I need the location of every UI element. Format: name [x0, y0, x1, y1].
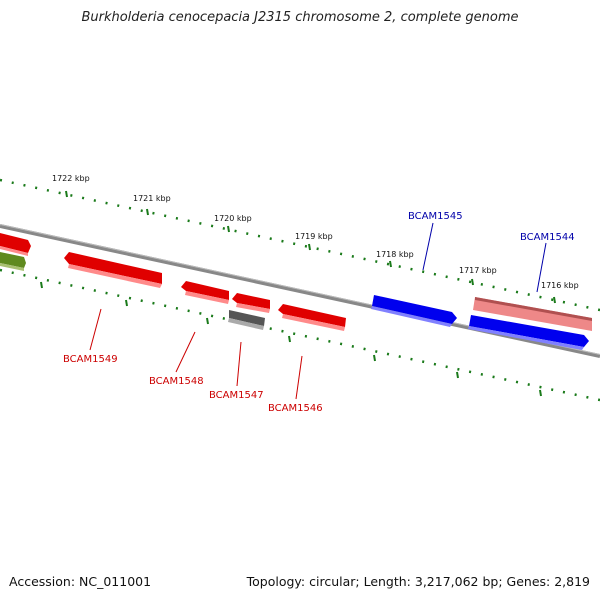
scale-label: 1718 kbp	[376, 250, 414, 259]
major-tick	[146, 208, 149, 216]
major-tick	[227, 225, 230, 233]
genome-summary-text: Topology: circular; Length: 3,217,062 bp…	[246, 574, 590, 589]
major-tick	[288, 335, 291, 343]
gene-arrow-bcam1544[interactable]	[468, 315, 589, 350]
major-tick	[308, 243, 311, 251]
feature-edge-green[interactable]	[0, 252, 26, 271]
gene-arrow-bcam1549[interactable]	[64, 252, 162, 288]
major-tick	[553, 296, 556, 304]
gene-label[interactable]: BCAM1546	[268, 403, 323, 414]
label-leader	[295, 355, 303, 400]
major-tick	[456, 371, 459, 379]
major-tick	[125, 299, 128, 307]
label-leader	[536, 242, 547, 293]
gene-arrow-bcam1547[interactable]	[232, 293, 270, 313]
scale-label: 1720 kbp	[214, 214, 252, 223]
accession-text: Accession: NC_011001	[9, 574, 152, 589]
scale-label: 1716 kbp	[541, 281, 579, 290]
major-ticks	[40, 190, 556, 397]
label-leader	[175, 331, 196, 373]
major-tick	[539, 389, 542, 397]
gene-label[interactable]: BCAM1549	[63, 354, 118, 365]
label-leader	[422, 222, 434, 271]
scale-label: 1722 kbp	[52, 174, 90, 183]
gene-label[interactable]: BCAM1548	[149, 376, 204, 387]
map-title: Burkholderia cenocepacia J2315 chromosom…	[81, 10, 519, 25]
scale-label: 1721 kbp	[133, 194, 171, 203]
major-tick	[206, 317, 209, 325]
gene-arrow-bcam1548[interactable]	[181, 281, 229, 304]
scale-label: 1719 kbp	[295, 232, 333, 241]
gene-label[interactable]: BCAM1547	[209, 390, 264, 401]
scale-label: 1717 kbp	[459, 266, 497, 275]
feature-rrna-like[interactable]	[473, 297, 592, 331]
gene-arrow-pseudo[interactable]	[228, 310, 265, 330]
gene-label[interactable]: BCAM1545	[408, 211, 463, 222]
major-tick	[65, 190, 68, 198]
label-leader	[89, 308, 102, 351]
label-leader	[236, 341, 242, 387]
major-tick	[373, 354, 376, 362]
feature-edge-red[interactable]	[0, 233, 31, 256]
major-tick	[389, 260, 392, 268]
gene-label[interactable]: BCAM1544	[520, 232, 575, 243]
gene-arrow-bcam1546[interactable]	[278, 304, 346, 331]
major-tick	[471, 278, 474, 286]
gene-arrow-bcam1545[interactable]	[371, 295, 457, 327]
major-tick	[40, 281, 43, 289]
